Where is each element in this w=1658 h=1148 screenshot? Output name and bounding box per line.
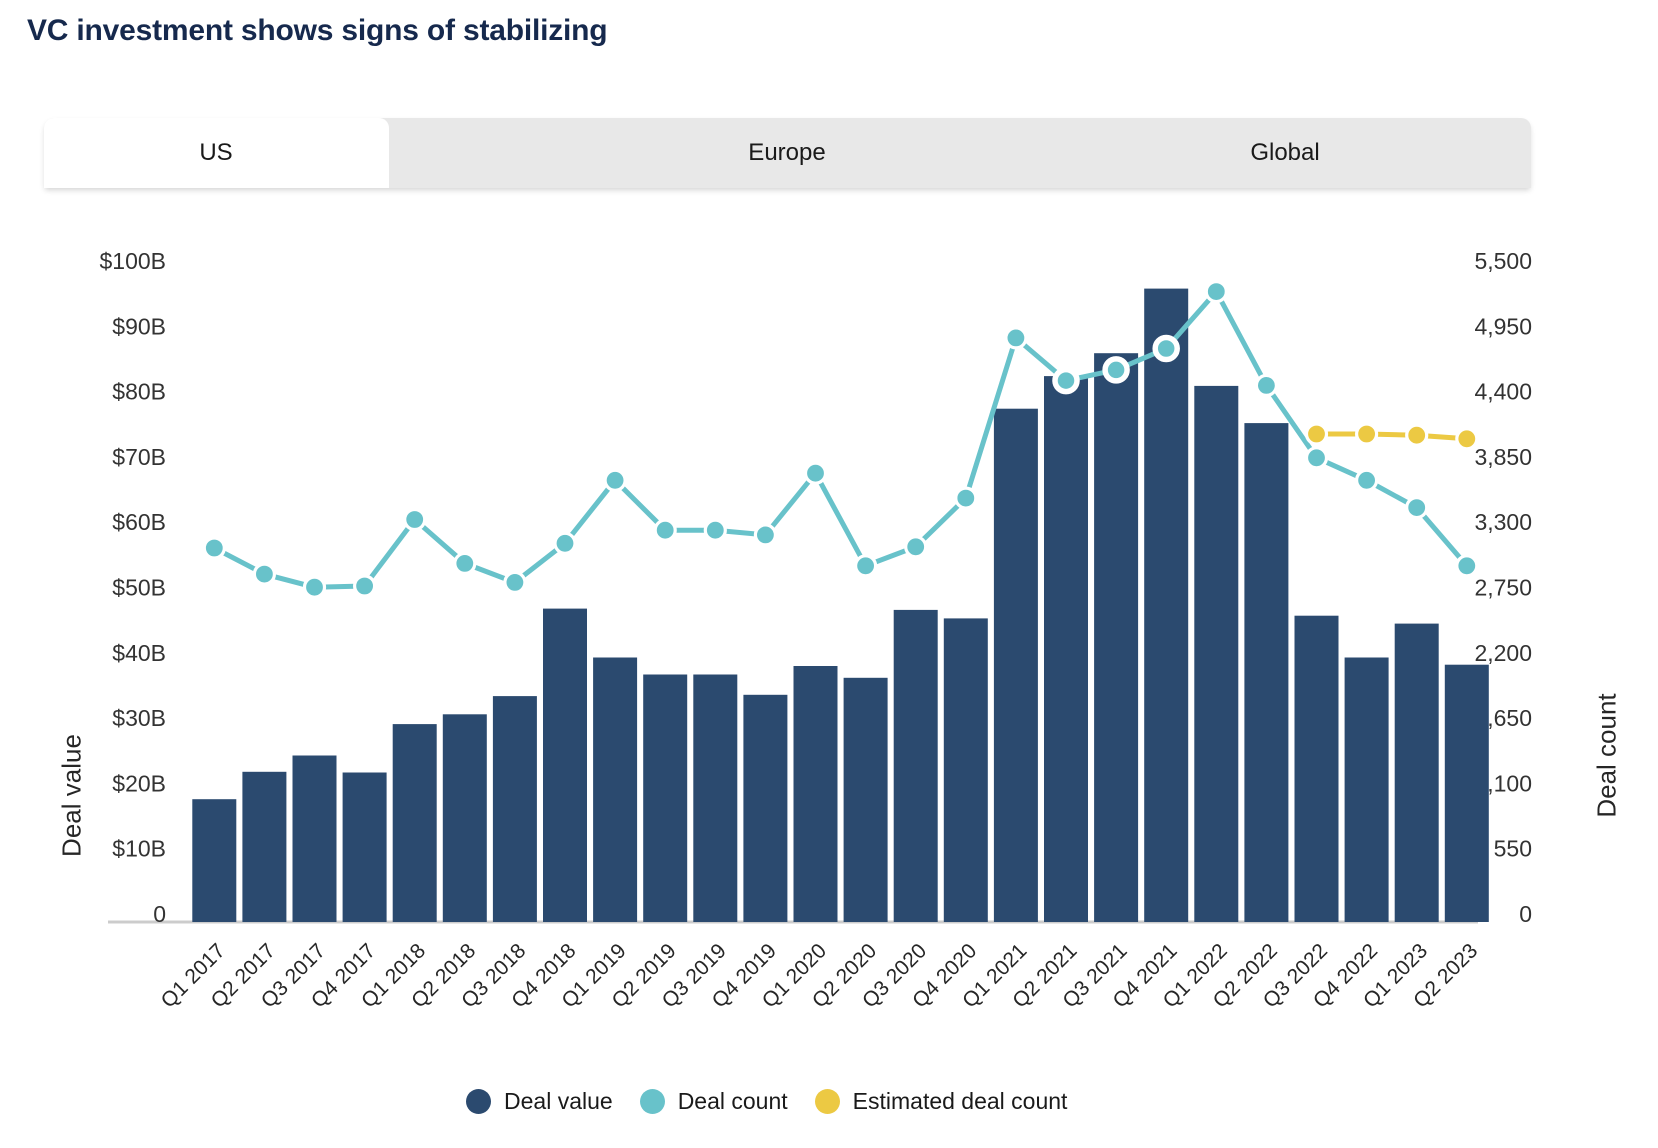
right-axis-tick-label: 2,750	[1474, 575, 1532, 601]
deal-value-bar-Q1-2023	[1394, 623, 1439, 922]
left-axis-tick-label: 0	[153, 901, 166, 927]
left-axis-tick-label: $50B	[112, 575, 166, 601]
deal-value-bar-Q4-2022	[1344, 657, 1389, 922]
deal-value-dot-icon	[466, 1089, 491, 1114]
chart-area: 0 $10B $20B $30B $40B $50B $60B $70B $80B $90B $10…	[0, 200, 1658, 1045]
left-axis-tick-label: $40B	[112, 640, 166, 666]
legend-label: Estimated deal count	[852, 1088, 1068, 1114]
deal-count-point-Q4-2021	[1152, 334, 1180, 363]
deal-count-point-Q1-2021	[1004, 326, 1028, 350]
left-axis-tick-label: $80B	[112, 379, 166, 405]
deal-value-bar-Q3-2021	[1094, 353, 1139, 922]
legend-item-deal-value: Deal value	[466, 1088, 613, 1115]
deal-value-bar-Q4-2020	[943, 618, 988, 922]
deal-value-bar-Q2-2021	[1044, 376, 1088, 923]
deal-count-point-Q2-2017	[252, 562, 276, 586]
right-axis-tick-label: 3,300	[1474, 509, 1532, 535]
deal-count-point-Q4-2022	[1354, 468, 1379, 492]
left-axis-tick-label: $90B	[112, 313, 166, 339]
deal-count-point-Q2-2020	[853, 554, 878, 578]
deal-count-point-Q4-2018	[553, 531, 577, 555]
deal-value-bar-Q1-2018	[392, 724, 437, 922]
deal-count-point-Q4-2019	[753, 523, 778, 547]
estimated-deal-count-point-Q2-2023	[1455, 427, 1479, 451]
deal-value-bar-Q4-2017	[342, 772, 387, 922]
deal-count-point-Q2-2023	[1455, 554, 1479, 578]
legend-label: Deal count	[677, 1088, 788, 1114]
deal-count-point-Q1-2022	[1204, 279, 1228, 304]
left-axis-tick-label: $70B	[112, 444, 166, 470]
tab-global[interactable]: Global	[1250, 139, 1320, 166]
deal-count-point-Q2-2018	[453, 551, 477, 575]
deal-value-bar-Q2-2018	[442, 714, 487, 922]
deal-count-point-Q3-2022	[1304, 446, 1329, 470]
combo-chart: 0 $10B $20B $30B $40B $50B $60B $70B $80B $90B $10…	[99, 248, 1532, 1013]
deal-count-point-Q1-2023	[1405, 496, 1429, 520]
deal-value-bar-Q4-2021	[1144, 288, 1189, 923]
deal-value-bar-Q4-2019	[743, 694, 788, 922]
right-axis-tick-label: 5,500	[1474, 248, 1532, 274]
deal-value-bar-Q2-2022	[1244, 423, 1289, 922]
deal-count-point-Q2-2022	[1254, 373, 1279, 397]
deal-value-bar-Q2-2020	[843, 677, 888, 922]
left-axis-tick-label: $20B	[112, 770, 166, 796]
deal-value-bar-Q3-2019	[693, 674, 738, 922]
right-axis-tick-label: 0	[1519, 901, 1532, 927]
deal-value-bar-Q1-2019	[593, 657, 638, 922]
deal-value-bar-Q3-2017	[292, 755, 337, 922]
deal-count-point-Q1-2017	[202, 536, 226, 560]
chart-legend: Deal value Deal count Estimated deal cou…	[466, 1088, 1067, 1115]
estimated-deal-count-dot-icon	[814, 1089, 840, 1114]
deal-value-bar-Q1-2017	[192, 799, 237, 922]
deal-count-point-Q3-2019	[703, 518, 727, 542]
tab-us[interactable]: US	[199, 139, 233, 166]
deal-count-point-Q1-2020	[803, 461, 828, 485]
right-axis-tick-label: 550	[1494, 836, 1532, 862]
deal-value-bar-Q3-2020	[893, 609, 938, 922]
left-axis-tick-label: $30B	[112, 705, 166, 731]
deal-count-point-Q2-2019	[653, 518, 677, 542]
deal-count-point-Q4-2020	[954, 486, 978, 510]
tab-strip: US Europe Global	[44, 118, 1531, 188]
right-axis-tick-label: 4,400	[1474, 379, 1532, 405]
deal-value-bar-Q1-2021	[993, 408, 1038, 922]
right-axis-tick-label: 4,950	[1474, 313, 1532, 339]
deal-value-bar-Q3-2022	[1294, 615, 1339, 922]
left-axis-title: Deal value	[56, 734, 87, 857]
deal-value-bar-Q1-2020	[793, 666, 838, 922]
deal-value-bar-Q2-2017	[242, 771, 287, 922]
estimated-deal-count-line	[1316, 431, 1467, 442]
right-axis-title: Deal count	[1591, 693, 1622, 818]
right-axis-tick-label: 3,850	[1474, 444, 1532, 470]
legend-item-estimated-deal-count: Estimated deal count	[814, 1088, 1068, 1115]
estimated-deal-count-point-Q4-2022	[1354, 422, 1379, 446]
tab-europe[interactable]: Europe	[748, 139, 826, 166]
deal-value-bar-Q1-2022	[1194, 385, 1239, 922]
deal-count-point-Q4-2017	[353, 574, 377, 598]
estimated-deal-count-point-Q3-2022	[1304, 422, 1329, 446]
deal-count-point-Q2-2021	[1052, 366, 1080, 395]
page-title: VC investment shows signs of stabilizing	[27, 14, 608, 47]
deal-value-bar-Q4-2018	[543, 608, 587, 922]
estimated-deal-count-point-Q1-2023	[1405, 423, 1429, 447]
deal-count-point-Q1-2018	[403, 507, 427, 532]
deal-value-bar-Q2-2019	[643, 674, 688, 922]
deal-value-bar-Q3-2018	[492, 696, 537, 922]
deal-count-point-Q3-2017	[302, 575, 327, 599]
deal-count-point-Q3-2018	[503, 570, 527, 594]
deal-count-dot-icon	[639, 1089, 665, 1114]
deal-count-point-Q3-2020	[904, 535, 928, 559]
legend-item-deal-count: Deal count	[639, 1088, 788, 1115]
deal-count-point-Q1-2019	[603, 468, 627, 492]
tab-us-active-background[interactable]	[44, 118, 389, 188]
deal-value-bar-Q2-2023	[1444, 664, 1489, 922]
left-axis-tick-label: $100B	[99, 248, 166, 274]
deal-count-point-Q3-2021	[1102, 356, 1130, 384]
right-axis-tick-label: 2,200	[1474, 640, 1532, 666]
left-axis-tick-label: $60B	[112, 509, 166, 535]
legend-label: Deal value	[504, 1088, 613, 1114]
left-axis-tick-label: $10B	[112, 836, 166, 862]
